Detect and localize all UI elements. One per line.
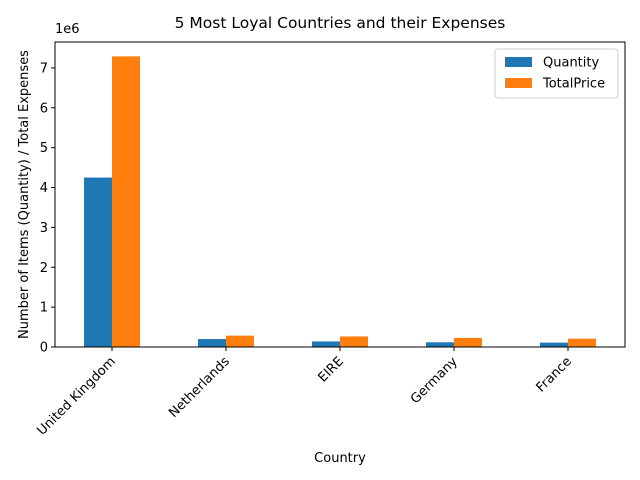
y-tick-label: 3	[40, 221, 48, 236]
y-axis-label: Number of Items (Quantity) / Total Expen…	[17, 50, 32, 339]
x-tick-label: Germany	[408, 354, 461, 407]
bar-totalprice-0	[112, 56, 140, 348]
bar-totalprice-4	[568, 338, 596, 347]
chart-title: 5 Most Loyal Countries and their Expense…	[175, 14, 506, 32]
x-axis: United Kingdom Netherlands EIRE Germany Fran…	[34, 347, 575, 439]
bar-totalprice-2	[340, 336, 368, 347]
legend-swatch-totalprice	[505, 78, 532, 88]
y-tick-label: 0	[40, 341, 48, 356]
bar-quantity-3	[426, 342, 454, 347]
bar-totalprice-1	[226, 335, 254, 347]
y-tick-label: 6	[40, 101, 48, 116]
bar-quantity-2	[312, 341, 340, 347]
legend-label-totalprice: TotalPrice	[542, 77, 605, 92]
y-axis-offset-label: 1e6	[55, 22, 80, 37]
bar-quantity-4	[540, 342, 568, 347]
y-tick-label: 7	[40, 61, 48, 76]
bars-group	[84, 56, 596, 348]
bar-quantity-1	[198, 339, 226, 347]
legend-swatch-quantity	[505, 57, 532, 67]
x-tick-label: United Kingdom	[34, 354, 118, 438]
y-tick-label: 4	[40, 181, 48, 196]
legend-label-quantity: Quantity	[543, 56, 599, 71]
bar-totalprice-3	[454, 337, 482, 347]
y-tick-label: 1	[40, 301, 48, 316]
y-axis: 0 1 2 3 4 5 6 7	[40, 61, 55, 356]
y-tick-label: 5	[40, 141, 48, 156]
y-tick-label: 2	[40, 261, 48, 276]
x-axis-label: Country	[314, 451, 366, 466]
bar-quantity-0	[84, 177, 112, 347]
legend: Quantity TotalPrice	[494, 48, 619, 99]
x-tick-label: France	[534, 354, 575, 395]
x-tick-label: Netherlands	[166, 354, 233, 421]
x-tick-label: EIRE	[316, 354, 347, 385]
